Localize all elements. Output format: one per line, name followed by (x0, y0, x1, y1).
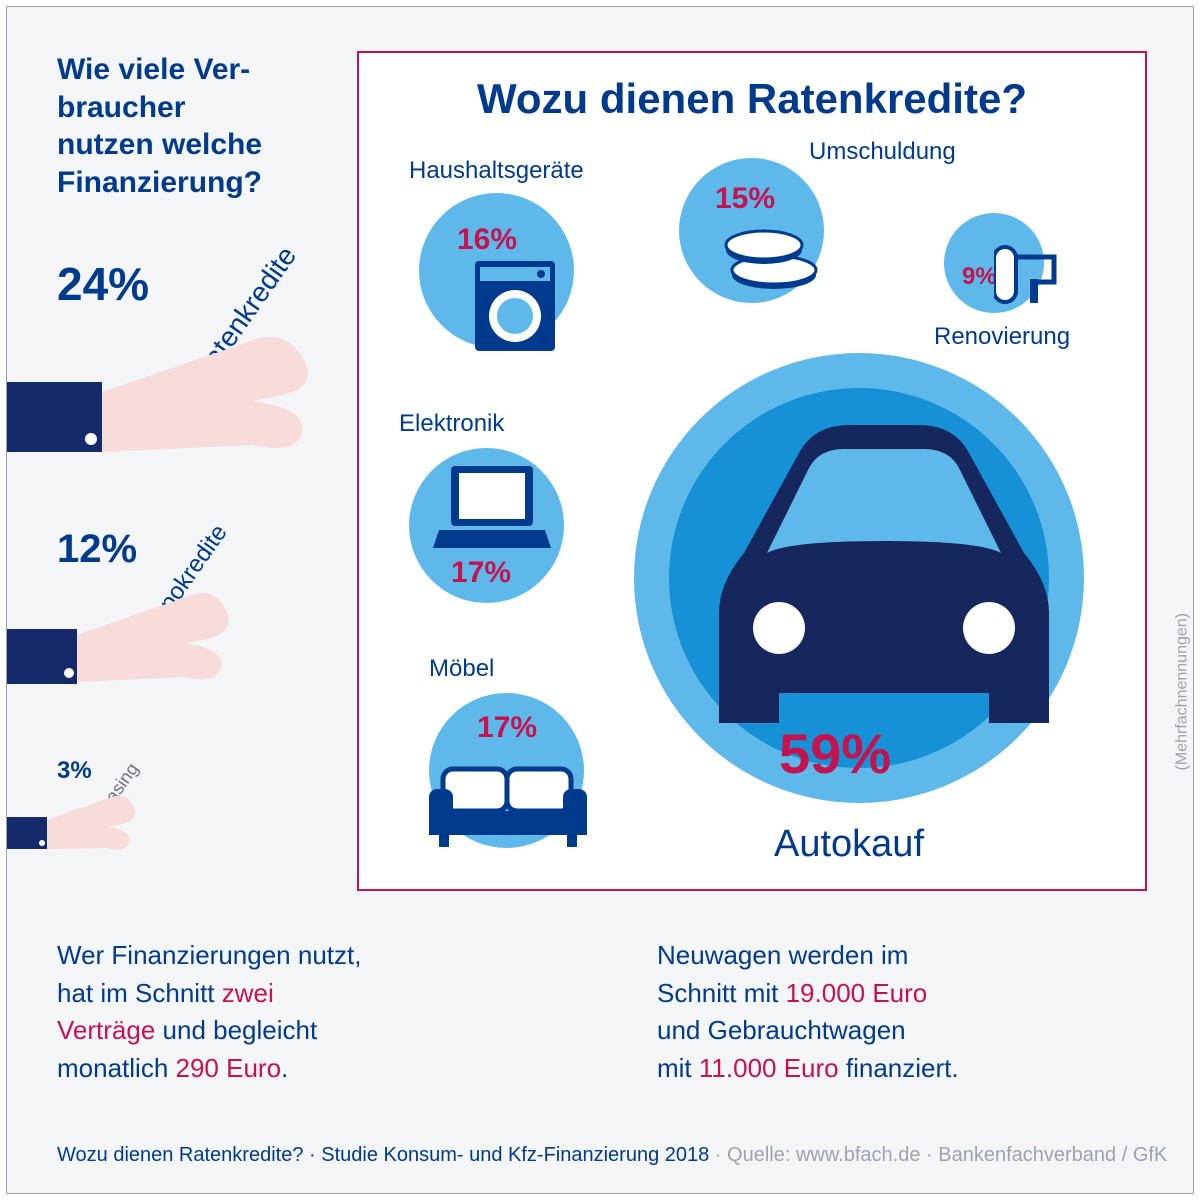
hand-icon-large (7, 317, 337, 477)
sofa-icon (423, 749, 603, 849)
footer-dark: Wozu dienen Ratenkredite? · Studie Konsu… (57, 1144, 709, 1166)
footer: Wozu dienen Ratenkredite? · Studie Konsu… (57, 1144, 1167, 1167)
hand-icon-small (7, 787, 157, 867)
main-title: Wozu dienen Ratenkredite? (359, 75, 1145, 123)
bottom-text-right: Neuwagen werden imSchnitt mit 19.000 Eur… (657, 937, 1147, 1088)
coins-icon (719, 220, 819, 295)
label-auto: Autokauf (774, 823, 924, 866)
bubble-umschuldung: Umschuldung 15% (679, 158, 824, 303)
left-title: Wie viele Ver-brauchernutzen welcheFinan… (57, 51, 337, 201)
main-panel: Wozu dienen Ratenkredite? Haushaltsgerät… (357, 51, 1147, 891)
bubble-auto: Autokauf 59% (634, 353, 1084, 803)
label-haushalt: Haushaltsgeräte (409, 157, 584, 185)
pct-dispokredite: 12% (57, 527, 137, 572)
bubble-moebel: Möbel 17% (429, 693, 584, 848)
bubble-elektronik: Elektronik 17% (409, 448, 564, 603)
label-moebel: Möbel (429, 655, 494, 683)
pct-ratenkredite: 24% (57, 257, 149, 311)
infographic-frame: Wie viele Ver-brauchernutzen welcheFinan… (6, 6, 1194, 1194)
pct-renovierung: 9% (962, 263, 997, 291)
paint-roller-icon (994, 227, 1094, 307)
side-note: (Mehrfachnennungen) (1173, 613, 1191, 770)
footer-gray: · Quelle: www.bfach.de · Bankenfachverba… (709, 1144, 1167, 1166)
left-column: Wie viele Ver-brauchernutzen welcheFinan… (57, 51, 337, 201)
label-elektronik: Elektronik (399, 410, 504, 438)
pct-leasing: 3% (57, 757, 92, 785)
car-icon (649, 383, 1099, 743)
bubble-renovierung: Renovierung 9% (944, 213, 1044, 313)
pct-haushalt: 16% (457, 223, 517, 257)
bubble-haushalt: Haushaltsgeräte 16% (419, 193, 574, 348)
hand-icon-medium (7, 577, 257, 707)
bottom-text-left: Wer Finanzierungen nutzt,hat im Schnitt … (57, 937, 487, 1088)
label-umschuldung: Umschuldung (809, 138, 956, 166)
washing-machine-icon (475, 261, 560, 356)
laptop-icon (433, 460, 553, 560)
pct-elektronik: 17% (451, 556, 511, 590)
pct-umschuldung: 15% (715, 182, 775, 216)
pct-moebel: 17% (477, 711, 537, 745)
label-renovierung: Renovierung (934, 323, 1070, 351)
